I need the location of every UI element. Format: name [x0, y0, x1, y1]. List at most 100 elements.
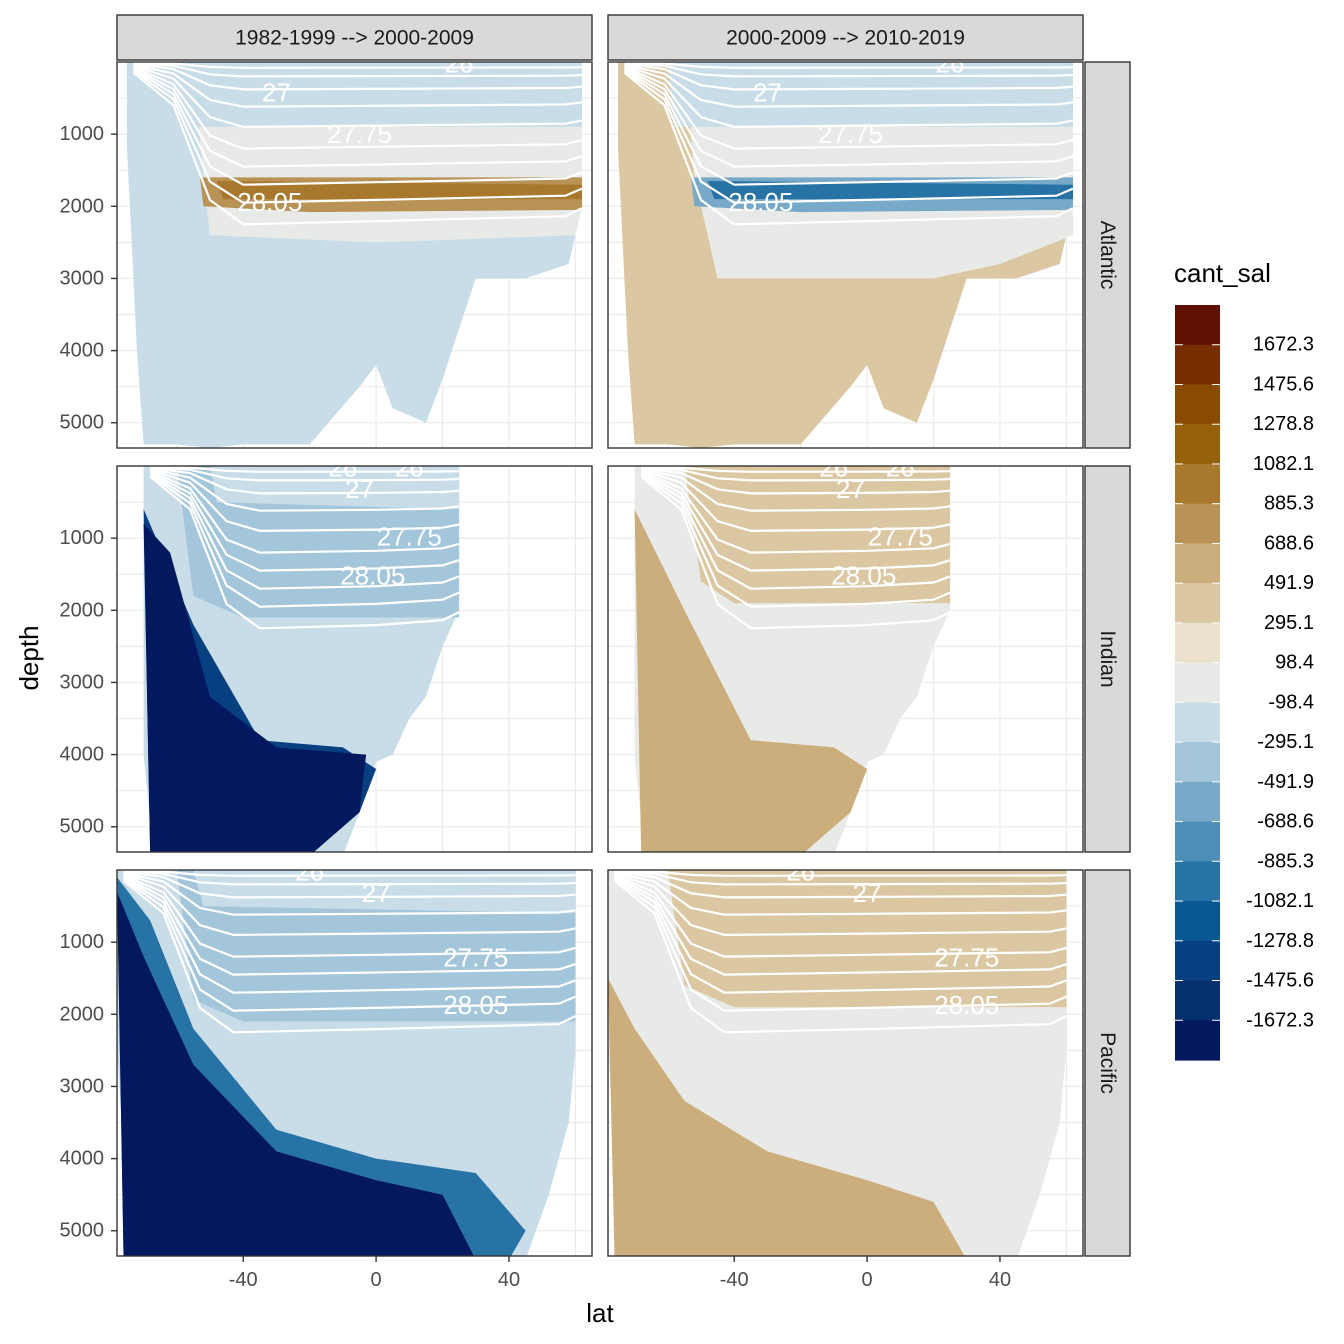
legend-label: 1082.1 — [1253, 453, 1314, 475]
legend-swatch — [1175, 980, 1220, 1021]
row-strip-label: Pacific — [1096, 1032, 1119, 1094]
legend-swatch — [1175, 583, 1220, 624]
isopycnal-label: 27.75 — [934, 942, 999, 972]
legend-swatch — [1175, 463, 1220, 505]
row-strip — [1084, 869, 1131, 1257]
isopycnal-line — [641, 466, 951, 495]
legend-swatch — [1175, 344, 1220, 386]
isopycnal-line — [123, 875, 576, 976]
isopycnal-line — [624, 62, 1074, 69]
y-axis: 1000 2000 3000 4000 5000 1000 2000 3000 4000 5000… — [60, 123, 117, 1242]
panel-border — [607, 869, 1084, 1257]
legend-label: 885.3 — [1264, 493, 1314, 515]
isopycnal-line — [133, 62, 583, 91]
isopycnal-label: 26 — [819, 452, 848, 482]
isopycnal-line — [623, 70, 1074, 204]
isopycnal-line — [123, 874, 576, 958]
isopycnal-label: 26 — [886, 452, 915, 482]
isopycnal-line — [614, 870, 1067, 886]
y-tick-label: 3000 — [60, 1075, 105, 1097]
isopycnal-line — [641, 466, 951, 482]
y-tick-label: 2000 — [60, 599, 105, 621]
y-tick-label: 1000 — [60, 527, 105, 549]
region-upper-negative — [176, 62, 583, 127]
legend-swatch — [1175, 662, 1220, 703]
isopycnal-line — [133, 62, 583, 69]
isopycnal-line — [641, 466, 951, 473]
isopycnal-label: 27 — [836, 474, 865, 504]
region-surface — [193, 870, 576, 914]
legend-swatch — [1175, 940, 1220, 982]
facet-strips: 1982-1999 --> 2000-2009 2000-2009 --> 201… — [116, 14, 1131, 1257]
isopycnal-line — [133, 62, 583, 78]
isopycnal-label: 28.05 — [934, 990, 999, 1020]
panel-border — [607, 61, 1084, 449]
legend-label: -1672.3 — [1246, 1009, 1314, 1031]
isopycnal-label: 27.75 — [327, 119, 392, 149]
isopycnal-line — [133, 68, 583, 186]
legend-swatch — [1175, 742, 1220, 783]
isopycnal-label: 26 — [786, 856, 815, 886]
y-tick-label: 5000 — [60, 1220, 105, 1242]
isopycnal-line — [640, 472, 951, 590]
legend-swatch — [1175, 543, 1220, 584]
isopycnal-line — [149, 471, 460, 572]
y-tick-label: 2000 — [60, 195, 105, 217]
y-tick-label: 4000 — [60, 744, 105, 766]
column-strip-label: 2000-2009 --> 2010-2019 — [726, 27, 965, 50]
isopycnal-line — [614, 870, 1067, 899]
isopycnal-line — [123, 871, 576, 916]
panel-pacific-1: 26 27 27.75 28.05 — [116, 856, 593, 1257]
isopycnal-label: 27.75 — [443, 942, 508, 972]
legend-label: -491.9 — [1257, 771, 1314, 793]
panel-border — [116, 465, 593, 853]
isopycnal-line — [150, 466, 460, 495]
isopycnal-line — [613, 878, 1067, 1012]
y-tick-label: 1000 — [60, 931, 105, 953]
legend: cant_sal 1672.3 1475.6 1278.8 1082.1 885.3 688… — [1174, 258, 1314, 1061]
x-tick-label: -40 — [229, 1269, 258, 1291]
isopycnal-line — [614, 875, 1067, 976]
x-tick-label: 0 — [862, 1269, 873, 1291]
y-tick-label: 4000 — [60, 340, 105, 362]
legend-label: -295.1 — [1257, 731, 1314, 753]
legend-label: 295.1 — [1264, 612, 1314, 634]
panel-grid: 262727.7528.05262727.7528.0526272627.752… — [116, 48, 1084, 1257]
panel-border — [116, 61, 593, 449]
isopycnal-line — [614, 870, 1067, 877]
row-strip — [1084, 61, 1131, 449]
isopycnal-line — [624, 63, 1074, 108]
isopycnal-label: 27 — [262, 77, 291, 107]
legend-label: 1672.3 — [1253, 334, 1314, 356]
isopycnal-line — [133, 66, 583, 150]
x-tick-label: 0 — [371, 1269, 382, 1291]
panel-pacific-2: 26 27 27.75 28.05 — [607, 856, 1084, 1257]
region-positive-deep — [634, 509, 868, 852]
region-upper-negative — [667, 62, 1073, 127]
isopycnal-line — [123, 870, 576, 899]
row-strip — [1084, 465, 1131, 853]
y-axis-title: depth — [14, 625, 44, 690]
y-tick-label: 1000 — [60, 123, 105, 145]
isopycnal-line — [624, 64, 1074, 129]
isopycnal-label: 26 — [936, 48, 965, 78]
region-upper-positive — [667, 870, 1067, 1008]
y-tick-label: 2000 — [60, 1003, 105, 1025]
isopycnal-label: 27.75 — [818, 119, 883, 149]
region-strongest-negative — [143, 523, 367, 852]
isopycnal-line — [624, 62, 1074, 78]
isopycnal-line — [133, 63, 583, 108]
y-tick-label: 5000 — [60, 412, 105, 434]
legend-swatch — [1175, 622, 1220, 664]
legend-label: 1475.6 — [1253, 373, 1314, 395]
isopycnal-label: 26 — [295, 856, 324, 886]
isopycnal-line — [624, 62, 1074, 91]
legend-label: -1082.1 — [1246, 890, 1314, 912]
x-tick-label: -40 — [720, 1269, 749, 1291]
region-strongest-negative — [117, 891, 474, 1256]
isopycnal-line — [149, 467, 460, 512]
legend-label: 1278.8 — [1253, 413, 1314, 435]
isopycnal-label: 28.05 — [237, 187, 302, 217]
panel-border — [116, 869, 593, 1257]
